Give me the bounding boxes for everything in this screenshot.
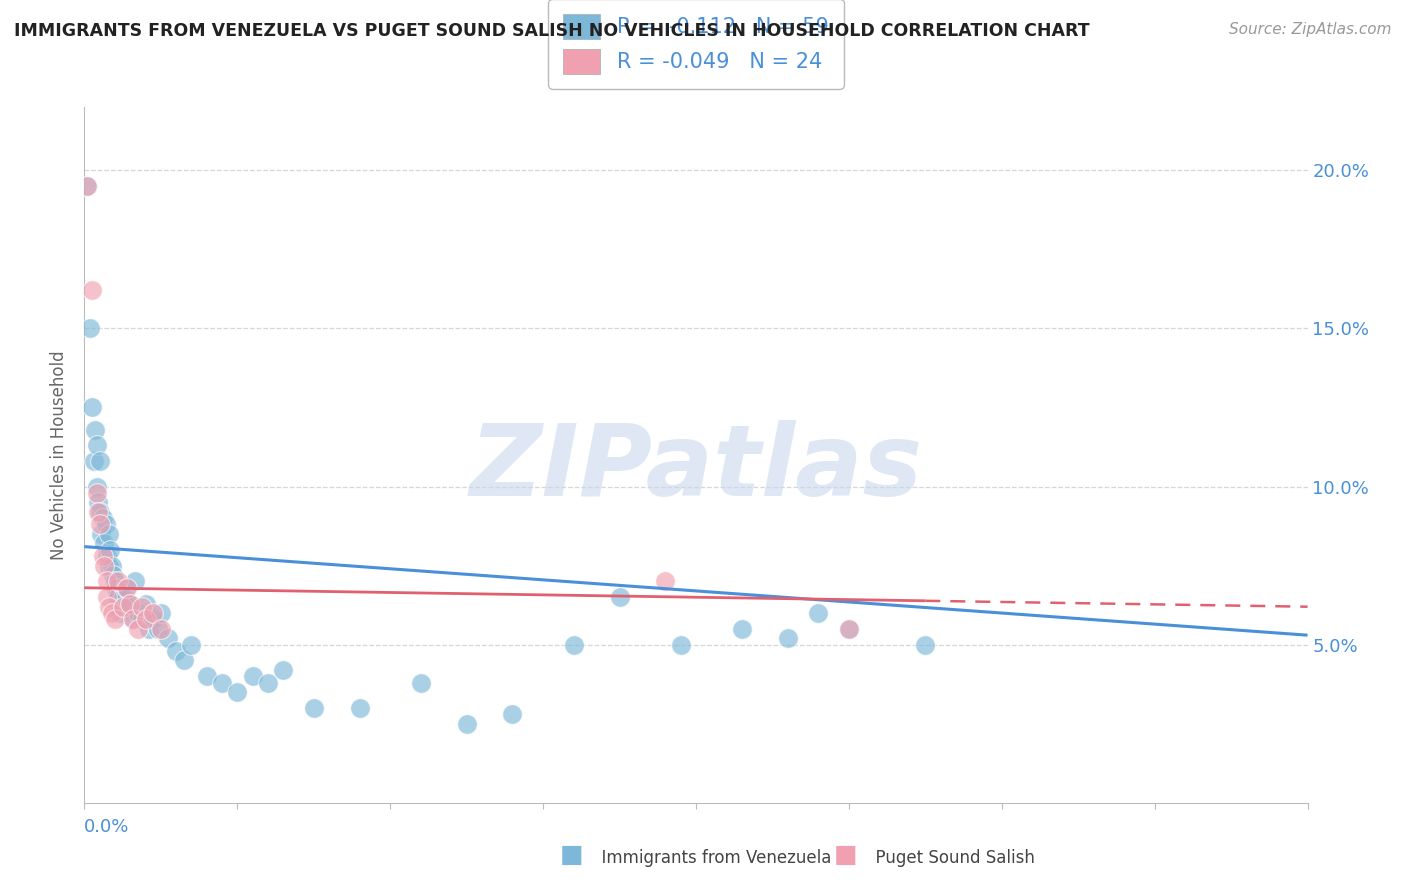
Point: [114, 581, 136, 595]
Text: ZIPatlas: ZIPatlas: [470, 420, 922, 517]
Point: [776, 632, 799, 646]
Point: [731, 622, 754, 636]
Point: [149, 606, 172, 620]
Point: [127, 606, 149, 620]
Point: [142, 606, 165, 620]
Point: [89, 517, 111, 532]
Point: [562, 638, 585, 652]
Point: [149, 622, 172, 636]
Point: [115, 599, 138, 614]
Point: [127, 622, 149, 636]
Point: [89, 505, 111, 519]
Point: [138, 622, 160, 636]
Point: [609, 591, 631, 605]
Point: [86, 438, 108, 452]
Point: [669, 638, 692, 652]
Point: [86, 486, 108, 500]
Point: [79, 321, 101, 335]
Point: [146, 622, 169, 636]
Point: [838, 622, 860, 636]
Point: [807, 606, 830, 620]
Text: 0.0%: 0.0%: [84, 818, 129, 836]
Point: [103, 568, 125, 582]
Y-axis label: No Vehicles in Household: No Vehicles in Household: [51, 350, 69, 560]
Point: [409, 675, 432, 690]
Point: [302, 701, 325, 715]
Point: [135, 612, 157, 626]
Point: [98, 542, 121, 557]
Text: Puget Sound Salish: Puget Sound Salish: [865, 849, 1035, 867]
Text: ■: ■: [834, 843, 858, 867]
Point: [108, 606, 131, 620]
Point: [96, 549, 118, 563]
Point: [97, 599, 120, 614]
Point: [107, 591, 129, 605]
Point: [226, 685, 249, 699]
Point: [115, 581, 138, 595]
Point: [180, 638, 202, 652]
Point: [93, 536, 115, 550]
Point: [97, 558, 120, 573]
Point: [122, 612, 145, 626]
Point: [91, 549, 114, 563]
Point: [80, 401, 103, 415]
Point: [91, 511, 114, 525]
Point: [157, 632, 180, 646]
Legend: R =  -0.112   N = 59, R = -0.049   N = 24: R = -0.112 N = 59, R = -0.049 N = 24: [548, 0, 844, 88]
Text: ■: ■: [560, 843, 583, 867]
Point: [94, 517, 117, 532]
Point: [83, 454, 105, 468]
Point: [654, 574, 676, 589]
Point: [502, 707, 524, 722]
Point: [111, 599, 134, 614]
Point: [120, 597, 142, 611]
Point: [84, 423, 107, 437]
Point: [104, 574, 127, 589]
Point: [104, 612, 127, 626]
Point: [456, 716, 478, 731]
Point: [173, 653, 195, 667]
Point: [257, 675, 280, 690]
Point: [111, 591, 134, 605]
Point: [97, 527, 120, 541]
Point: [271, 663, 294, 677]
Point: [135, 597, 157, 611]
Point: [211, 675, 233, 690]
Point: [101, 606, 124, 620]
Point: [124, 574, 146, 589]
Point: [93, 558, 115, 573]
Point: [76, 179, 98, 194]
Point: [120, 597, 142, 611]
Text: Source: ZipAtlas.com: Source: ZipAtlas.com: [1229, 22, 1392, 37]
Point: [86, 479, 108, 493]
Point: [89, 454, 111, 468]
Point: [80, 284, 103, 298]
Point: [105, 581, 128, 595]
Point: [131, 612, 153, 626]
Point: [131, 599, 153, 614]
Text: IMMIGRANTS FROM VENEZUELA VS PUGET SOUND SALISH NO VEHICLES IN HOUSEHOLD CORRELA: IMMIGRANTS FROM VENEZUELA VS PUGET SOUND…: [14, 22, 1090, 40]
Point: [87, 495, 110, 509]
Point: [914, 638, 936, 652]
Point: [349, 701, 371, 715]
Point: [165, 644, 187, 658]
Point: [838, 622, 860, 636]
Point: [122, 612, 145, 626]
Point: [142, 612, 165, 626]
Point: [96, 591, 118, 605]
Point: [96, 574, 118, 589]
Point: [242, 669, 264, 683]
Point: [195, 669, 218, 683]
Point: [101, 558, 124, 573]
Point: [90, 527, 112, 541]
Point: [76, 179, 98, 194]
Point: [107, 574, 129, 589]
Point: [87, 505, 110, 519]
Text: Immigrants from Venezuela: Immigrants from Venezuela: [591, 849, 831, 867]
